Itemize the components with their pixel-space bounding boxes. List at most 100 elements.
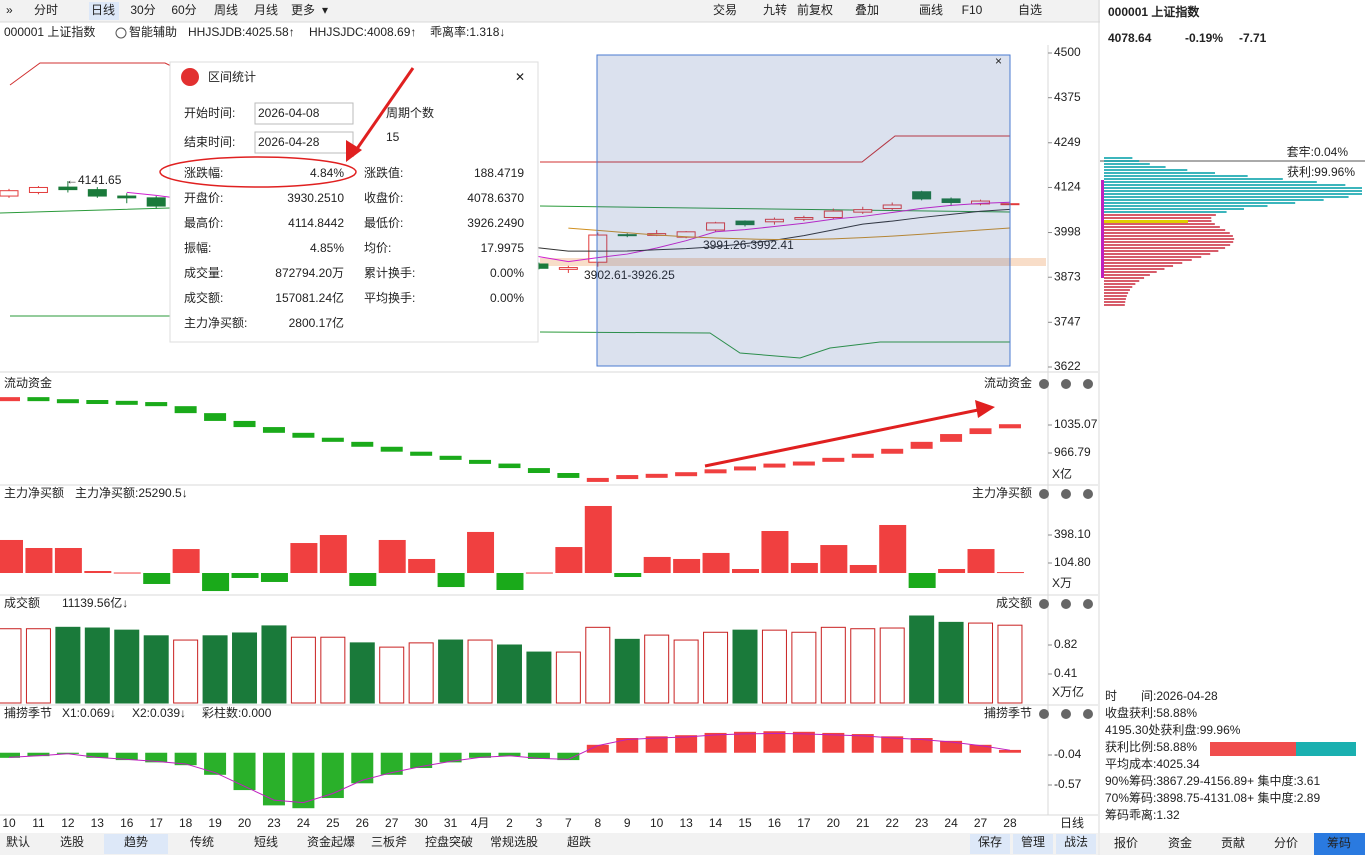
panel-icon[interactable] [1061, 709, 1071, 719]
chip-info: 获利比例:58.88% [1105, 740, 1197, 754]
stat-label: 最高价: [184, 215, 223, 230]
strategy-tab[interactable]: 默认 [6, 834, 30, 849]
candle-body [0, 190, 19, 197]
flow-bar [881, 448, 904, 454]
net-buy-bar [732, 568, 759, 574]
candle-body [558, 267, 578, 270]
panel-icon[interactable] [1061, 379, 1071, 389]
date-label: 27 [974, 816, 988, 830]
collapse-icon[interactable]: » [6, 3, 13, 17]
period-tab[interactable]: 周线 [214, 3, 238, 17]
panel-icon[interactable] [1039, 599, 1049, 609]
side-tab[interactable]: 筹码 [1327, 836, 1351, 850]
strategy-tab[interactable]: 超跌 [567, 834, 591, 849]
panel-title-right: 成交额 [996, 595, 1032, 610]
assist[interactable]: 智能辅助 [129, 24, 177, 39]
net-buy-bar [84, 571, 112, 574]
period-tab[interactable]: 日线 [91, 3, 115, 17]
flow-bar [56, 399, 79, 404]
action-button[interactable]: 保存 [978, 835, 1002, 849]
popup-close[interactable]: ✕ [515, 70, 525, 84]
red-arrow [350, 67, 415, 157]
strategy-tab[interactable]: 常规选股 [490, 834, 538, 849]
turnover-bar [379, 646, 405, 704]
chip-bar [1104, 265, 1174, 267]
chip-bar [1104, 211, 1227, 213]
period-tab[interactable]: 月线 [254, 3, 278, 17]
candle-body [28, 186, 48, 193]
quote-price: 4078.64 [1108, 31, 1152, 45]
side-tab[interactable]: 贡献 [1221, 835, 1245, 850]
tool-button[interactable]: 叠加 [855, 3, 879, 17]
panel-icon[interactable] [1061, 599, 1071, 609]
strategy-tab[interactable]: 趋势 [124, 835, 148, 849]
strategy-tab[interactable]: 选股 [60, 835, 84, 849]
season-bar [498, 752, 521, 757]
panel-label: 彩柱数:0.000 [202, 705, 272, 720]
turnover-bar [496, 644, 522, 704]
flow-bar [704, 469, 727, 474]
tool-button[interactable]: 交易 [713, 2, 737, 17]
side-tab[interactable]: 报价 [1114, 835, 1138, 850]
period-tab[interactable]: 30分 [130, 3, 155, 17]
date-input[interactable] [254, 131, 354, 154]
panel-title-right: 流动资金 [984, 375, 1032, 390]
action-button[interactable]: 战法 [1064, 835, 1088, 849]
panel-icon[interactable] [1083, 709, 1093, 719]
strategy-tab[interactable]: 资金起爆 [307, 834, 355, 849]
tool-button[interactable]: 自选 [1018, 3, 1042, 17]
popup-label: 周期个数 [386, 105, 434, 120]
date-label: 24 [297, 816, 311, 830]
panel-icon[interactable] [1061, 489, 1071, 499]
strategy-tab[interactable]: 控盘突破 [425, 834, 473, 849]
action-bg [1056, 834, 1096, 854]
season-bar [940, 740, 963, 753]
period-tab[interactable]: 更多 [291, 3, 315, 17]
season-bar [763, 731, 786, 753]
strategy-tab[interactable]: 短线 [254, 835, 278, 849]
chip-bar [1104, 232, 1230, 234]
tool-button[interactable]: F10 [962, 3, 983, 17]
side-tab[interactable]: 分价 [1274, 836, 1298, 850]
period-tab[interactable]: 60分 [171, 3, 196, 17]
stat-value: 188.4719 [474, 166, 524, 180]
selection-range[interactable] [596, 54, 1011, 367]
date-label: 3 [536, 816, 543, 830]
side-tab[interactable]: 资金 [1168, 835, 1192, 850]
loss-bar [1296, 742, 1356, 756]
strategy-tab[interactable]: 三板斧 [371, 835, 407, 849]
net-buy-bar [555, 547, 583, 574]
tool-button[interactable]: 前复权 [797, 2, 833, 17]
panel-icon[interactable] [1039, 489, 1049, 499]
chip-bar [1104, 283, 1136, 285]
season-bar [292, 752, 315, 809]
chip-bar [1104, 292, 1129, 294]
tool-button[interactable]: 九转 [763, 2, 787, 17]
panel-icon[interactable] [1083, 379, 1093, 389]
chip-bar [1104, 286, 1133, 288]
candle-body [941, 198, 961, 203]
date-input[interactable] [254, 102, 354, 125]
popup-label: 开始时间: [184, 106, 235, 120]
period-tab[interactable]: 分时 [34, 3, 58, 17]
popup-bg [169, 61, 539, 343]
date-label: 16 [120, 816, 134, 830]
tool-button[interactable]: 画线 [919, 3, 943, 17]
net-buy-bar [467, 531, 495, 574]
indicator: HHJSJDB:4025.58↑ [188, 25, 295, 39]
panel-icon[interactable] [1039, 709, 1049, 719]
net-buy-bar [0, 539, 23, 574]
turnover-bar [261, 625, 287, 704]
action-button[interactable]: 管理 [1021, 834, 1045, 849]
chip-bar [1104, 172, 1216, 174]
season-bar [998, 749, 1021, 753]
panel-icon[interactable] [1083, 599, 1093, 609]
panel-icon[interactable] [1083, 489, 1093, 499]
flow-bar [940, 434, 963, 442]
flow-bar [0, 397, 20, 402]
selection-close[interactable]: × [995, 54, 1002, 68]
strategy-tab[interactable]: 传统 [190, 834, 214, 849]
panel-icon[interactable] [1039, 379, 1049, 389]
quote-change: -7.71 [1239, 31, 1267, 45]
axis-tick-label: 104.80 [1054, 555, 1091, 569]
